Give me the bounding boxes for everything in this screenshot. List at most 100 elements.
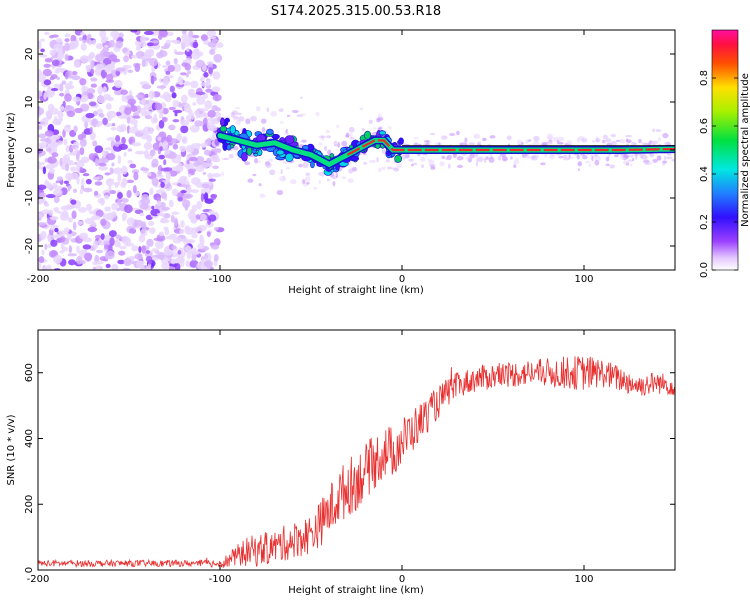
spectrogram-speckle xyxy=(114,32,119,38)
spectrogram-speckle xyxy=(449,132,456,136)
spectrogram-speckle xyxy=(156,212,164,216)
spectrogram-speckle xyxy=(189,248,193,255)
spectrogram-speckle xyxy=(79,188,84,195)
spectrogram-speckle xyxy=(111,203,119,211)
spectrogram-speckle xyxy=(489,135,496,139)
spectrogram-blob xyxy=(394,154,402,163)
snr-x-tick-label: -200 xyxy=(27,574,50,585)
spectrogram-speckle xyxy=(203,192,209,201)
spectrogram-speckle xyxy=(192,34,200,39)
spectrogram-speckle xyxy=(186,70,192,75)
spectrogram-speckle xyxy=(109,39,115,48)
spectrogram-speckle xyxy=(199,234,204,243)
spectrogram-speckle xyxy=(361,127,365,132)
spectrogram-speckle xyxy=(88,101,97,107)
spectrogram-speckle xyxy=(184,57,192,65)
spectrogram-speckle xyxy=(515,157,519,162)
spectrogram-speckle xyxy=(305,172,310,176)
spectrogram-speckle xyxy=(393,168,400,172)
spectrogram-speckle xyxy=(85,64,92,73)
spectrogram-blob xyxy=(219,125,228,133)
spectrogram-speckle xyxy=(630,154,634,158)
spectrogram-speckle xyxy=(208,214,217,222)
spectrogram-speckle xyxy=(106,137,116,141)
spectrogram-speckle xyxy=(606,143,610,146)
spectrogram-speckle xyxy=(408,158,414,162)
spectrogram-speckle xyxy=(118,32,124,39)
spectrogram-speckle xyxy=(320,135,326,139)
spectrogram-speckle xyxy=(94,158,99,167)
spectrogram-speckle xyxy=(200,193,204,202)
spectrogram-speckle xyxy=(168,170,178,177)
spectrogram-speckle xyxy=(67,217,74,223)
spectrogram-speckle xyxy=(52,234,61,239)
spectrogram-speckle xyxy=(336,124,340,129)
spectrogram-speckle xyxy=(216,42,224,48)
spectrogram-speckle xyxy=(388,126,392,130)
spectrogram-speckle xyxy=(381,166,386,170)
spectrogram-speckle xyxy=(143,110,153,116)
spectrogram-speckle xyxy=(149,149,156,157)
spectrogram-speckle xyxy=(151,205,155,210)
spectrogram-speckle xyxy=(257,160,262,163)
spectrogram-speckle xyxy=(381,149,387,154)
spectrogram-speckle xyxy=(209,154,220,162)
spectrogram-speckle xyxy=(123,55,129,63)
spectrogram-speckle xyxy=(66,110,76,118)
spectrogram-speckle xyxy=(126,116,131,124)
spectrogram-speckle xyxy=(57,110,64,119)
spectrogram-speckle xyxy=(189,124,200,133)
spectrogram-speckle xyxy=(71,210,77,219)
spectrogram-speckle xyxy=(119,245,127,250)
spectrogram-speckle xyxy=(82,173,90,177)
spectrogram-speckle xyxy=(172,138,177,144)
spectrogram-speckle xyxy=(211,86,221,93)
spectrogram-speckle xyxy=(602,134,608,140)
spectrogram-speckle xyxy=(172,99,179,108)
spectrogram-speckle xyxy=(168,124,176,131)
spectrogram-speckle xyxy=(235,115,239,120)
spectrogram-speckle xyxy=(259,193,266,198)
spectrogram-speckle xyxy=(457,164,464,169)
spectrogram-speckle xyxy=(70,166,77,172)
spectrogram-speckle xyxy=(77,220,84,225)
colorbar-tick-label: 0.0 xyxy=(699,262,710,278)
spectrogram-speckle xyxy=(40,48,45,53)
spectrogram-speckle xyxy=(368,119,373,124)
spectrogram-speckle xyxy=(131,245,139,252)
spectrogram-speckle xyxy=(183,103,191,113)
spectrogram-speckle xyxy=(53,43,63,53)
spectrogram-speckle xyxy=(95,209,104,218)
spectrogram-speckle xyxy=(619,138,626,144)
spectrogram-speckle xyxy=(282,161,288,164)
spectrogram-speckle xyxy=(211,121,215,130)
spectrogram-speckle xyxy=(172,63,182,72)
spectrogram-speckle xyxy=(626,154,629,160)
spectrogram-speckle xyxy=(194,120,203,127)
spectrogram-heatmap xyxy=(38,30,675,270)
spectrogram-speckle xyxy=(349,132,353,139)
spectrogram-speckle xyxy=(167,75,175,79)
spectrogram-speckle xyxy=(135,94,144,99)
spectrogram-speckle xyxy=(121,198,129,203)
spectrogram-speckle xyxy=(169,233,177,237)
spectrogram-speckle xyxy=(326,178,330,182)
spectrogram-speckle xyxy=(301,179,306,184)
spectrogram-speckle xyxy=(99,30,107,39)
spectrogram-speckle xyxy=(39,142,48,149)
spectrogram-speckle xyxy=(155,240,164,250)
spectrogram-speckle xyxy=(79,78,87,86)
spectrogram-speckle xyxy=(52,134,61,140)
spectrogram-speckle xyxy=(53,189,63,197)
spectrogram-speckle xyxy=(74,146,79,153)
spectrogram-speckle xyxy=(171,92,177,99)
spectrogram-speckle xyxy=(38,133,47,139)
spectrogram-speckle xyxy=(158,154,165,160)
spectrogram-speckle xyxy=(237,112,242,116)
spectrogram-speckle xyxy=(291,109,299,114)
spectrogram-speckle xyxy=(591,140,596,143)
spectrogram-speckle xyxy=(401,154,407,160)
spectrogram-blob xyxy=(350,155,360,162)
spectrogram-speckle xyxy=(63,138,68,146)
spectrogram-speckle xyxy=(195,165,205,173)
